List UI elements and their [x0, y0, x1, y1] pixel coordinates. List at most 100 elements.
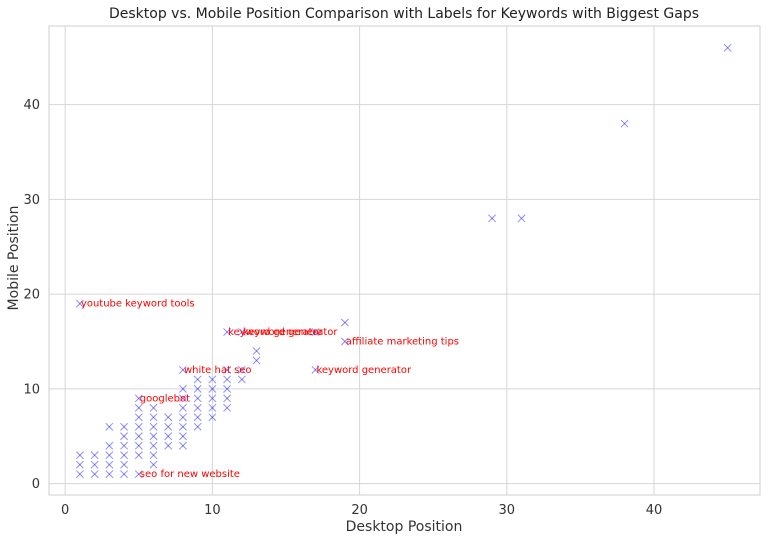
point-annotation: white hat seo [184, 365, 252, 376]
data-point [517, 214, 526, 223]
data-point [208, 384, 217, 393]
data-point [723, 43, 732, 52]
point-annotation: keyword generator [228, 327, 324, 338]
data-point [223, 384, 232, 393]
data-point [120, 432, 129, 441]
data-point [120, 460, 129, 469]
data-point [90, 460, 99, 469]
point-annotation: youtube keyword tools [81, 299, 195, 310]
data-point [208, 394, 217, 403]
data-point [134, 432, 143, 441]
data-point [237, 375, 246, 384]
data-point [134, 403, 143, 412]
data-point [223, 375, 232, 384]
data-point [134, 422, 143, 431]
data-point [179, 413, 187, 422]
data-point [164, 441, 173, 450]
data-point [105, 422, 114, 431]
point-annotation: seo for new website [140, 469, 240, 480]
data-point [488, 214, 497, 223]
y-tick-label: 10 [23, 382, 40, 397]
data-point [179, 441, 187, 450]
x-tick-label: 0 [61, 503, 69, 518]
data-point [149, 460, 158, 469]
data-point [223, 403, 232, 412]
data-point [311, 328, 320, 336]
data-point [75, 470, 84, 479]
y-tick-label: 20 [23, 288, 40, 303]
x-axis-label: Desktop Position [346, 519, 463, 535]
data-point [208, 403, 217, 412]
data-point [90, 470, 99, 479]
data-point [208, 413, 217, 422]
point-annotation: affiliate marketing tips [346, 337, 459, 348]
x-tick-label: 10 [204, 503, 221, 518]
data-point [193, 413, 202, 422]
data-point [620, 119, 629, 128]
data-point [105, 451, 114, 460]
point-annotation: keyword generator [316, 365, 412, 376]
data-point [134, 451, 143, 460]
data-point [105, 470, 114, 479]
data-points [75, 43, 732, 479]
data-point [149, 413, 158, 422]
data-point [179, 422, 187, 431]
data-point [179, 403, 187, 412]
data-point [120, 451, 129, 460]
x-tick-label: 30 [499, 503, 516, 518]
data-point [164, 413, 173, 422]
data-point [149, 451, 158, 460]
y-tick-label: 0 [32, 477, 40, 492]
data-point [340, 318, 349, 327]
y-axis-label: Mobile Position [6, 206, 22, 311]
data-point [237, 365, 246, 374]
data-point [193, 422, 202, 431]
data-point [105, 441, 114, 450]
data-point [193, 394, 202, 403]
data-point [120, 441, 129, 450]
data-point [252, 356, 261, 365]
chart-title: Desktop vs. Mobile Position Comparison w… [109, 6, 699, 22]
y-tick-label: 40 [23, 98, 40, 113]
point-annotation: googlebot [140, 393, 190, 404]
data-point [193, 375, 202, 384]
data-point [164, 432, 173, 441]
data-point [149, 441, 158, 450]
data-point [223, 365, 232, 374]
data-point [149, 432, 158, 441]
grid-lines [49, 26, 760, 495]
data-point [120, 470, 129, 479]
data-point [179, 394, 187, 403]
data-point [252, 347, 261, 355]
x-tick-label: 20 [351, 503, 368, 518]
data-point [105, 460, 114, 469]
data-point [75, 460, 84, 469]
data-point [75, 299, 84, 308]
data-point [193, 403, 202, 412]
data-point [223, 328, 232, 336]
data-point [134, 394, 143, 403]
y-tick-label: 30 [23, 193, 40, 208]
data-point [120, 422, 129, 431]
data-point [149, 403, 158, 412]
data-point [340, 337, 349, 346]
data-point [134, 413, 143, 422]
plot-frame [48, 25, 761, 496]
point-annotation: keyword generator [243, 327, 339, 338]
data-point [149, 422, 158, 431]
tick-labels: 0 10 20 30 40 0 10 20 30 40 [23, 98, 662, 518]
data-point [311, 365, 320, 374]
data-point [237, 328, 246, 336]
data-point [134, 470, 143, 479]
data-point [90, 451, 99, 460]
data-point [179, 384, 187, 393]
data-point [193, 384, 202, 393]
data-point [179, 432, 187, 441]
data-point [75, 451, 84, 460]
data-point [208, 375, 217, 384]
data-point [223, 394, 232, 403]
data-point [164, 422, 173, 431]
x-tick-label: 40 [646, 503, 663, 518]
